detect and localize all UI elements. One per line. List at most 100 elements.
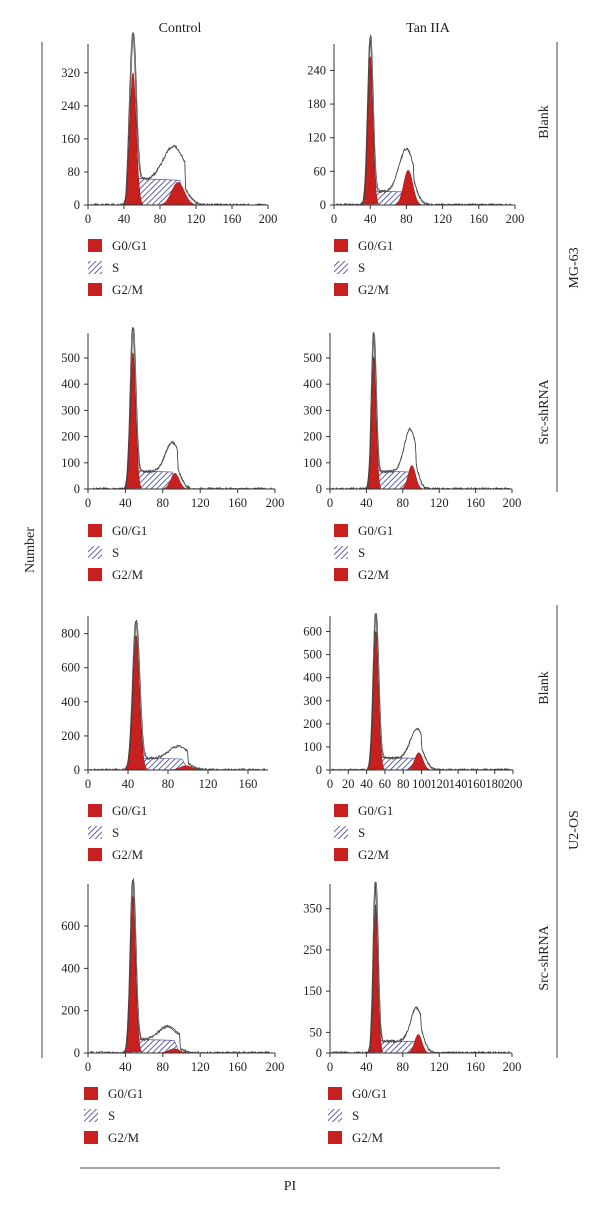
x-tick-label: 120 [433, 212, 452, 226]
legend-swatch [334, 283, 348, 296]
y-tick-label: 200 [61, 430, 80, 444]
histogram-panel-6: 0 20 40 60 80 100 120 140 160 180 2000100200300400… [303, 612, 523, 791]
x-tick-label: 40 [360, 496, 373, 510]
y-tick-label: 50 [310, 1025, 323, 1039]
legend-label: G2/M [112, 282, 144, 297]
legend-2: G0/G1 S G2/M [334, 238, 393, 297]
x-tick-label: 20 [342, 777, 355, 791]
x-tick-label: 200 [266, 496, 285, 510]
total-histogram-trace [89, 880, 273, 1054]
x-tick-label: 40 [360, 1060, 373, 1074]
legend-swatch [334, 239, 348, 252]
legend-swatch [334, 804, 348, 817]
legend-label: S [112, 260, 119, 275]
legend-swatch [88, 239, 102, 252]
y-tick-label: 320 [61, 66, 80, 80]
legend-swatch [88, 848, 102, 861]
x-tick-label: 160 [469, 212, 488, 226]
y-tick-label: 150 [303, 984, 322, 998]
y-tick-label: 350 [303, 902, 322, 916]
legend-8: G0/G1 S G2/M [328, 1086, 387, 1145]
y-tick-label: 600 [61, 661, 80, 675]
x-tick-label: 200 [259, 212, 278, 226]
g0g1-peak [366, 631, 385, 770]
y-tick-label: 0 [74, 198, 80, 212]
x-tick-label: 200 [503, 1060, 522, 1074]
x-tick-label: 0 [327, 777, 333, 791]
legend-label: G0/G1 [358, 238, 393, 253]
g2m-peak [157, 182, 199, 206]
legend-label: S [358, 545, 365, 560]
x-tick-label: 120 [430, 496, 449, 510]
histogram-panel-4: 0 40 80 120 160 200 0 100 200 300 400 500 [303, 331, 522, 510]
legend-6: G0/G1 S G2/M [334, 803, 393, 862]
legend-swatch [84, 1087, 98, 1100]
row-label-blank-u2os: Blank [537, 671, 552, 704]
legend-label: G0/G1 [112, 523, 147, 538]
legend-label: S [108, 1108, 115, 1123]
legend-label: S [358, 825, 365, 840]
y-tick-label: 0 [74, 1046, 80, 1060]
x-tick-label: 40 [364, 212, 377, 226]
legend-swatch [334, 568, 348, 581]
y-tick-label: 120 [307, 131, 326, 145]
x-tick-label: 120 [199, 777, 218, 791]
histogram-panel-1: 0 40 80 120 160 200 0 80 160 240 320 [61, 31, 278, 226]
y-tick-label: 250 [303, 943, 322, 957]
legend-label: G0/G1 [112, 238, 147, 253]
legend-swatch [334, 546, 348, 559]
legend-label: G2/M [352, 1130, 384, 1145]
total-histogram-trace [335, 37, 513, 206]
total-histogram-trace [331, 332, 510, 490]
legend-swatch [334, 261, 348, 274]
histogram-panel-7: 0 40 80 120 160 200 0 200 400 600 [61, 878, 284, 1074]
legends: G0/G1 S G2/M G0/G1 S G2/M G0/G1 S G2/M G0/G1 S G2/M… [84, 238, 393, 1145]
y-tick-label: 80 [68, 165, 81, 179]
g0g1-peak [123, 352, 143, 489]
legend-swatch [88, 283, 102, 296]
y-tick-label: 60 [314, 164, 327, 178]
y-tick-label: 300 [61, 403, 80, 417]
histogram-panel-3: 0 40 80 120 160 200 0 100 200 300 400 500 [61, 327, 284, 510]
y-tick-label: 500 [61, 351, 80, 365]
legend-label: S [358, 260, 365, 275]
histogram-panel-8: 0 40 80 120 160 200 0 50 150 250 350 [303, 881, 522, 1074]
x-tick-label: 80 [397, 1060, 410, 1074]
legend-label: G0/G1 [108, 1086, 143, 1101]
histogram-panel-2: 0 40 80 120 160 200 0 60 120 180 240 [307, 34, 524, 226]
total-histogram-trace [89, 878, 273, 1054]
x-tick-label: 120 [187, 212, 206, 226]
x-tick-label: 0 [85, 1060, 91, 1074]
x-tick-label: 200 [504, 777, 523, 791]
y-tick-label: 500 [303, 351, 322, 365]
group-label-mg63: MG-63 [567, 247, 582, 288]
y-tick-label: 200 [61, 1004, 80, 1018]
legend-swatch [334, 826, 348, 839]
y-tick-label: 200 [303, 717, 322, 731]
x-tick-label: 80 [157, 496, 170, 510]
g2m-peak [405, 752, 432, 771]
y-tick-label: 600 [303, 625, 322, 639]
legend-label: G2/M [108, 1130, 140, 1145]
total-histogram-trace [89, 327, 273, 490]
total-histogram-trace [331, 881, 510, 1054]
y-tick-label: 600 [61, 919, 80, 933]
legend-swatch [84, 1131, 98, 1144]
g0g1-peak [365, 356, 382, 489]
total-histogram-trace [90, 620, 266, 771]
legend-5: G0/G1 S G2/M [88, 803, 147, 862]
column-header-tan-iia: Tan IIA [406, 21, 451, 36]
x-tick-label: 200 [503, 496, 522, 510]
y-tick-label: 180 [307, 97, 326, 111]
x-tick-label: 80 [154, 212, 167, 226]
legend-swatch [334, 848, 348, 861]
legend-swatch [84, 1109, 98, 1122]
y-tick-label: 400 [303, 377, 322, 391]
x-tick-label: 100 [412, 777, 431, 791]
total-histogram-trace [331, 612, 511, 771]
x-tick-label: 160 [223, 212, 242, 226]
y-tick-label: 400 [61, 377, 80, 391]
legend-label: S [112, 545, 119, 560]
y-tick-label: 400 [61, 961, 80, 975]
legend-label: S [112, 825, 119, 840]
